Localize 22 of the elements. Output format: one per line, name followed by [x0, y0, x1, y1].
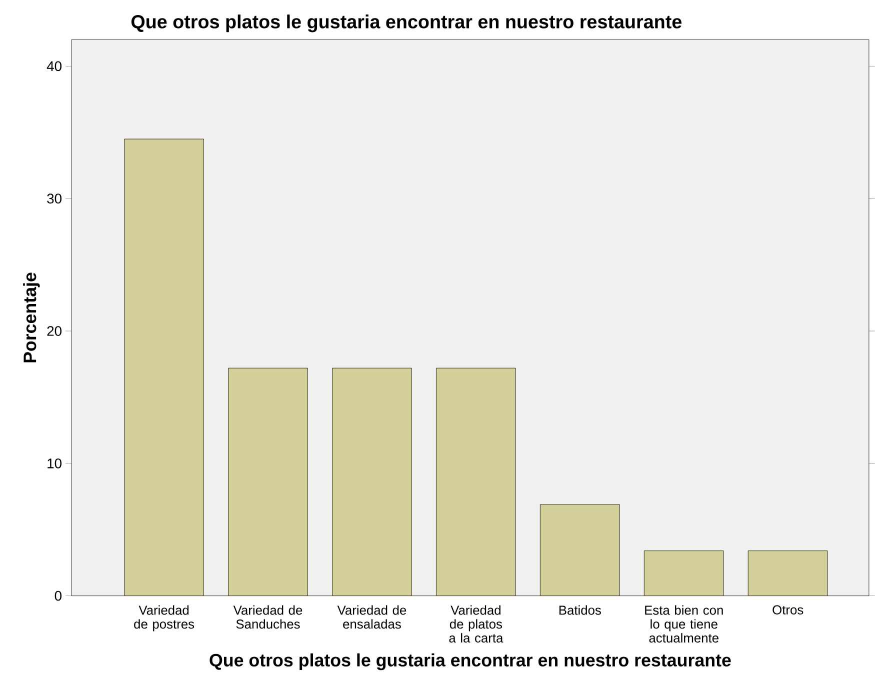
- x-tick-label: Otros: [772, 605, 804, 614]
- y-axis-title: Porcentaje: [23, 272, 40, 362]
- bar: [332, 368, 412, 596]
- x-tick-label: Esta bien con lo que tiene actualmente: [645, 605, 723, 643]
- y-tick-label: 20: [47, 326, 62, 336]
- y-tick-label: 40: [46, 61, 62, 72]
- x-tick-label: Variedad de Sanduches: [233, 605, 302, 629]
- bar: [748, 550, 828, 596]
- y-tick-label: 30: [47, 194, 62, 204]
- x-tick-label: Variedad de postres: [134, 605, 194, 632]
- bar: [644, 550, 724, 596]
- x-tick-label: Variedad de platos a la carta: [449, 605, 504, 643]
- bar: [436, 368, 516, 596]
- chart-title: Que otros platos le gustaria encontrar en nuestro restaurante: [131, 14, 682, 32]
- bar: [540, 504, 620, 596]
- y-tick-label: 0: [54, 590, 62, 601]
- x-tick-label: Variedad de ensaladas: [337, 605, 406, 629]
- bar: [124, 138, 204, 596]
- x-tick-label: Batidos: [559, 605, 601, 615]
- x-axis-title: Que otros platos le gustaria encontrar en nuestro restaurante: [210, 653, 731, 670]
- y-tick-label: 10: [48, 458, 62, 468]
- bar: [228, 368, 308, 596]
